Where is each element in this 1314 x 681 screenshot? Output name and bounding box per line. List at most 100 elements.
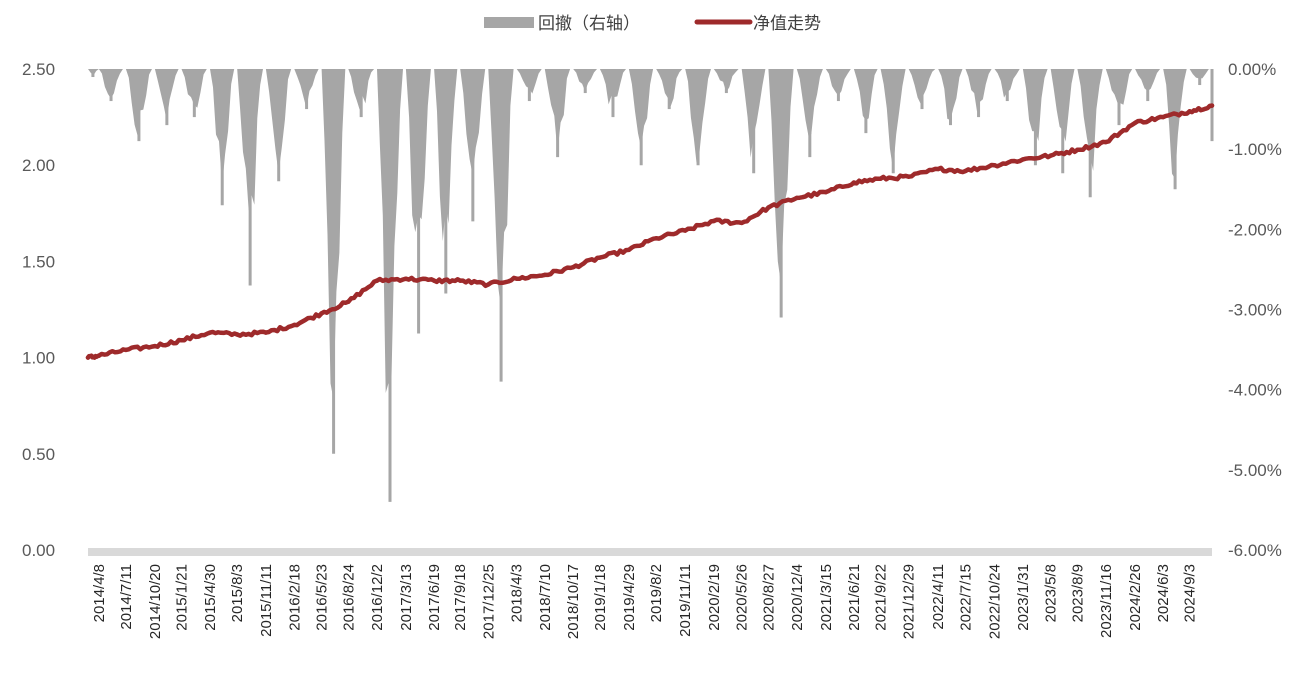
nav-point — [403, 276, 409, 281]
x-tick-label: 2023/5/8 — [1043, 564, 1060, 622]
left-y-tick-label: 1.00 — [22, 349, 55, 368]
nav-point — [936, 166, 941, 172]
nav-point — [823, 189, 828, 195]
nav-point — [319, 311, 324, 316]
nav-point — [711, 218, 717, 224]
left-y-tick-label: 2.50 — [22, 60, 55, 79]
left-y-tick-label: 0.00 — [22, 541, 55, 560]
x-tick-label: 2020/8/27 — [760, 564, 777, 631]
nav-point — [992, 163, 997, 168]
x-tick-label: 2014/10/20 — [147, 564, 164, 639]
x-tick-label: 2016/12/2 — [369, 564, 386, 631]
nav-series-line — [85, 103, 1215, 360]
nav-point — [263, 330, 269, 335]
nav-point — [235, 332, 240, 337]
x-tick-label: 2016/2/18 — [286, 564, 303, 631]
nav-point — [739, 220, 744, 226]
left-y-tick-label: 1.50 — [22, 252, 55, 271]
x-tick-label: 2020/2/19 — [706, 564, 723, 631]
x-tick-label: 2023/8/9 — [1069, 564, 1086, 622]
nav-point — [292, 322, 297, 328]
nav-point — [963, 168, 968, 174]
x-tick-label: 2021/3/15 — [818, 564, 835, 631]
drawdown-area-layer — [88, 69, 1214, 502]
nav-point — [346, 299, 351, 305]
right-y-tick-label: -4.00% — [1228, 381, 1282, 400]
nav-point — [374, 278, 380, 283]
legend-drawdown-label: 回撤（右轴） — [538, 14, 640, 34]
x-tick-label: 2020/5/26 — [734, 564, 751, 631]
x-tick-label: 2021/6/21 — [846, 564, 863, 631]
nav-point — [96, 353, 102, 358]
x-tick-label: 2014/4/8 — [91, 564, 108, 622]
nav-point — [906, 174, 911, 179]
nav-point — [682, 228, 688, 233]
nav-point — [514, 276, 519, 281]
x-tick-label: 2020/12/4 — [789, 564, 806, 631]
nav-point — [207, 330, 213, 335]
right-y-tick-label: -2.00% — [1228, 220, 1282, 239]
nav-point — [85, 355, 91, 360]
x-tick-label: 2019/11/11 — [677, 564, 694, 637]
x-tick-label: 2015/4/30 — [202, 564, 219, 631]
x-tick-label: 2016/8/24 — [340, 564, 357, 631]
x-tick-label: 2016/5/23 — [314, 564, 331, 631]
x-tick-label: 2018/4/3 — [509, 564, 526, 622]
nav-point — [1161, 114, 1166, 120]
x-axis: 2014/4/8 2014/7/11 2014/10/20 2015/1/21 2015… — [91, 564, 1199, 639]
nav-point — [1075, 147, 1080, 153]
x-tick-label: 2019/8/2 — [648, 564, 665, 622]
nav-point — [1048, 153, 1053, 158]
right-y-tick-label: -3.00% — [1228, 301, 1282, 320]
nav-point — [571, 264, 576, 270]
x-tick-label: 2019/4/29 — [621, 564, 638, 631]
right-y-tick-label: -5.00% — [1228, 461, 1282, 480]
nav-point — [123, 347, 129, 353]
x-tick-label: 2014/7/11 — [118, 564, 135, 630]
nav-point — [653, 236, 659, 241]
nav-point — [766, 205, 771, 210]
nav-point — [794, 195, 799, 201]
x-tick-label: 2018/7/10 — [537, 564, 554, 631]
right-y-axis: -6.00% -5.00% -4.00% -3.00% -2.00% -1.00% 0.00… — [1228, 60, 1282, 560]
x-tick-label: 2022/7/15 — [958, 564, 975, 631]
x-tick-label: 2024/2/26 — [1127, 564, 1144, 631]
nav-point — [542, 272, 548, 278]
left-y-tick-label: 2.00 — [22, 156, 55, 175]
nav-point — [179, 338, 184, 343]
x-tick-label: 2017/12/25 — [480, 564, 497, 639]
nav-point — [457, 278, 463, 283]
nav-point — [431, 278, 437, 283]
nav-point — [1020, 157, 1026, 162]
right-y-tick-label: -6.00% — [1228, 541, 1282, 560]
nav-point — [1209, 103, 1215, 108]
nav-point — [1103, 139, 1109, 145]
left-y-tick-label: 0.50 — [22, 445, 55, 464]
x-tick-label: 2023/1/31 — [1015, 564, 1032, 631]
nav-line-layer — [85, 103, 1215, 360]
nav-point — [878, 176, 883, 181]
legend: 回撤（右轴） 净值走势 — [484, 14, 821, 34]
nav-point — [152, 343, 158, 349]
nav-point — [626, 247, 632, 253]
x-tick-label: 2021/12/29 — [901, 564, 918, 639]
x-tick-label: 2022/10/24 — [986, 564, 1003, 639]
legend-drawdown-swatch — [484, 17, 534, 28]
nav-point — [486, 282, 491, 287]
x-tick-label: 2024/6/3 — [1155, 564, 1172, 622]
nav-point — [597, 255, 603, 260]
x-tick-label: 2018/10/17 — [565, 564, 582, 639]
x-tick-label: 2015/8/3 — [229, 564, 246, 622]
legend-nav-label: 净值走势 — [753, 14, 821, 34]
right-y-tick-label: -1.00% — [1228, 140, 1282, 159]
nav-point — [851, 180, 857, 185]
x-tick-label: 2019/1/18 — [592, 564, 609, 631]
left-y-axis: 0.00 0.50 1.00 1.50 2.00 2.50 — [22, 60, 55, 560]
nav-point — [1132, 120, 1138, 126]
x-tick-label: 2017/6/19 — [426, 564, 443, 631]
x-tick-label: 2015/1/21 — [174, 564, 191, 631]
x-tick-label: 2015/11/11 — [258, 564, 275, 637]
x-tick-label: 2022/4/11 — [930, 564, 947, 630]
x-tick-label: 2024/9/3 — [1182, 564, 1199, 622]
